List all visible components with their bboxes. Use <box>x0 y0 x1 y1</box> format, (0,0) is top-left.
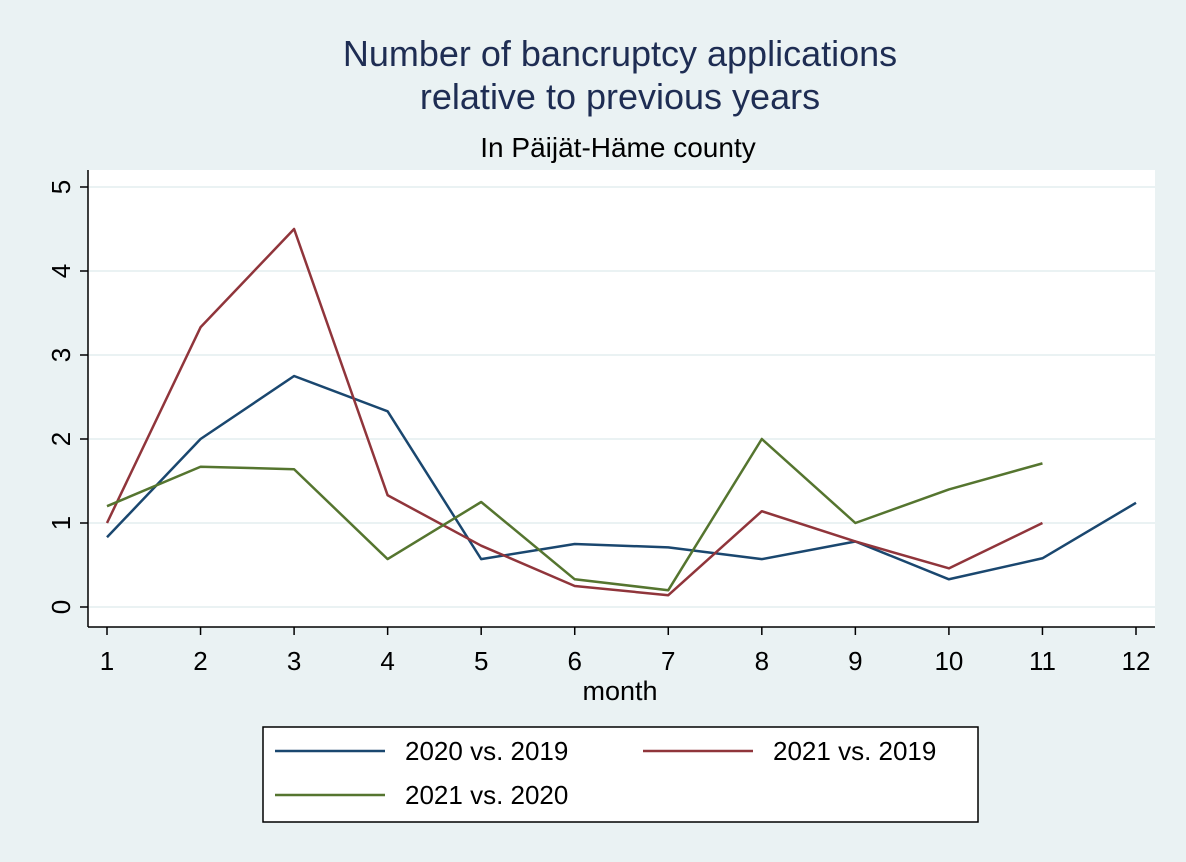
legend-label: 2021 vs. 2020 <box>405 780 568 810</box>
y-tick-label: 3 <box>46 348 76 362</box>
x-tick-label: 8 <box>755 646 769 676</box>
x-tick-label: 11 <box>1029 646 1056 676</box>
y-tick-label: 4 <box>46 264 76 278</box>
chart-title: relative to previous years <box>420 76 820 117</box>
x-tick-label: 9 <box>848 646 862 676</box>
series-line <box>106 437 1043 592</box>
series-line <box>105 227 1043 597</box>
x-tick-label: 2 <box>193 646 207 676</box>
x-tick-label: 4 <box>380 646 394 676</box>
x-tick-label: 12 <box>1122 646 1151 676</box>
legend-label: 2021 vs. 2019 <box>773 736 936 766</box>
chart-title: Number of bancruptcy applications <box>343 33 897 74</box>
x-axis-label: month <box>582 676 657 706</box>
legend <box>262 726 979 823</box>
x-tick-label: 3 <box>287 646 301 676</box>
y-tick-label: 2 <box>46 432 76 446</box>
x-tick-label: 6 <box>567 646 581 676</box>
x-tick-label: 7 <box>661 646 675 676</box>
x-tick-label: 1 <box>100 646 114 676</box>
y-tick-label: 5 <box>46 180 76 194</box>
legend-label: 2020 vs. 2019 <box>405 736 568 766</box>
plot-area <box>88 170 1155 627</box>
y-tick-label: 1 <box>46 516 76 530</box>
series-line <box>106 374 1137 581</box>
chart-subtitle: In Päijät-Häme county <box>480 132 755 163</box>
x-tick-label: 10 <box>934 646 963 676</box>
x-tick-label: 5 <box>474 646 488 676</box>
y-tick-label: 0 <box>46 600 76 614</box>
